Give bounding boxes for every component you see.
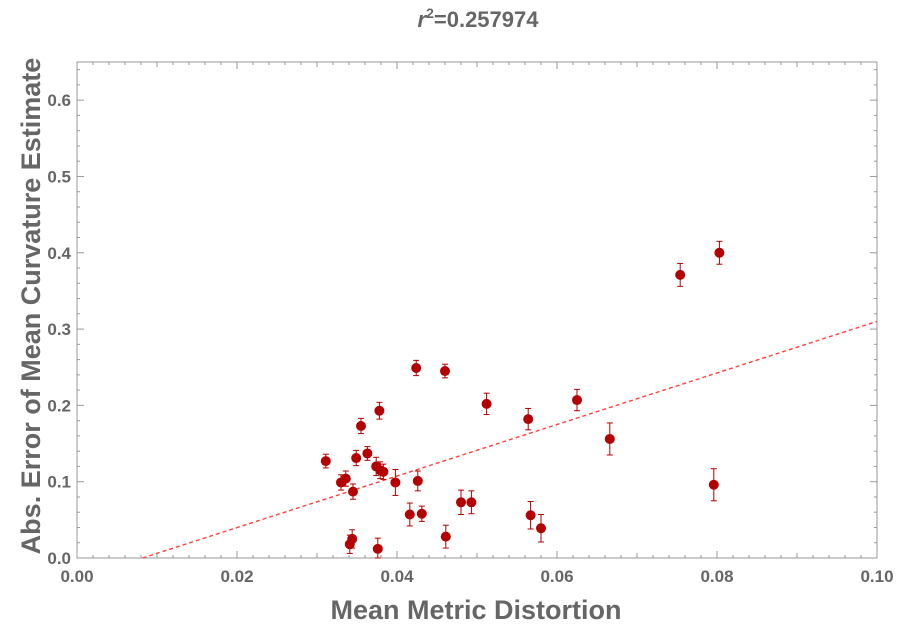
- plot-border: [76, 61, 878, 559]
- data-point: [362, 448, 373, 459]
- data-point: [714, 247, 725, 258]
- data-point: [320, 456, 331, 467]
- data-point: [340, 473, 351, 484]
- data-point: [536, 523, 546, 534]
- data-point: [372, 543, 383, 554]
- data-point: [374, 405, 385, 416]
- regression-line-group: [142, 320, 878, 559]
- data-point: [675, 269, 686, 280]
- y-tick-label: 0.4: [47, 244, 71, 263]
- data-point: [481, 398, 492, 409]
- data-point: [604, 433, 615, 444]
- x-tick-label: 0.08: [700, 567, 733, 586]
- plot-frame: [76, 61, 878, 559]
- tick-labels: 0.00 0.02 0.04 0.06 0.08 0.10 0.0 0.1 0.2 0.3 0.4 0…: [47, 91, 893, 586]
- data-point: [466, 497, 477, 508]
- data-point: [412, 475, 423, 486]
- error-bars: [322, 240, 723, 559]
- x-tick-label: 0.10: [860, 567, 893, 586]
- y-tick-label: 0.5: [47, 167, 71, 186]
- data-point: [351, 453, 362, 464]
- y-axis-title: Abs. Error of Mean Curvature Estimate: [16, 58, 46, 555]
- data-point: [416, 508, 427, 519]
- data-point: [348, 486, 358, 497]
- x-tick-label: 0.00: [60, 567, 93, 586]
- data-point: [411, 362, 422, 373]
- data-points: [320, 247, 725, 554]
- y-tick-label: 0.2: [47, 396, 71, 415]
- data-point: [404, 509, 415, 520]
- y-tick-label: 0.3: [47, 320, 71, 339]
- data-point: [440, 366, 450, 377]
- x-tick-label: 0.04: [380, 567, 414, 586]
- data-point: [390, 477, 401, 488]
- chart-title: r2=0.257974: [418, 5, 540, 32]
- x-tick-label: 0.06: [540, 567, 573, 586]
- x-axis-title: Mean Metric Distortion: [330, 595, 621, 625]
- title-value: =0.257974: [434, 7, 539, 32]
- data-point: [440, 531, 451, 542]
- data-point: [356, 420, 366, 431]
- data-point: [525, 510, 536, 521]
- axis-ticks: [76, 62, 878, 559]
- data-point: [347, 533, 358, 544]
- title-variable: r: [418, 7, 428, 32]
- regression-line: [142, 320, 878, 559]
- data-point: [378, 466, 389, 477]
- y-tick-label: 0.1: [47, 473, 71, 492]
- y-tick-label: 0.0: [47, 549, 71, 568]
- title-superscript: 2: [426, 5, 434, 21]
- data-point: [523, 414, 534, 425]
- data-point: [456, 497, 466, 508]
- data-point: [572, 395, 582, 406]
- x-tick-label: 0.02: [220, 567, 253, 586]
- data-point: [708, 479, 719, 490]
- y-tick-label: 0.6: [47, 91, 71, 110]
